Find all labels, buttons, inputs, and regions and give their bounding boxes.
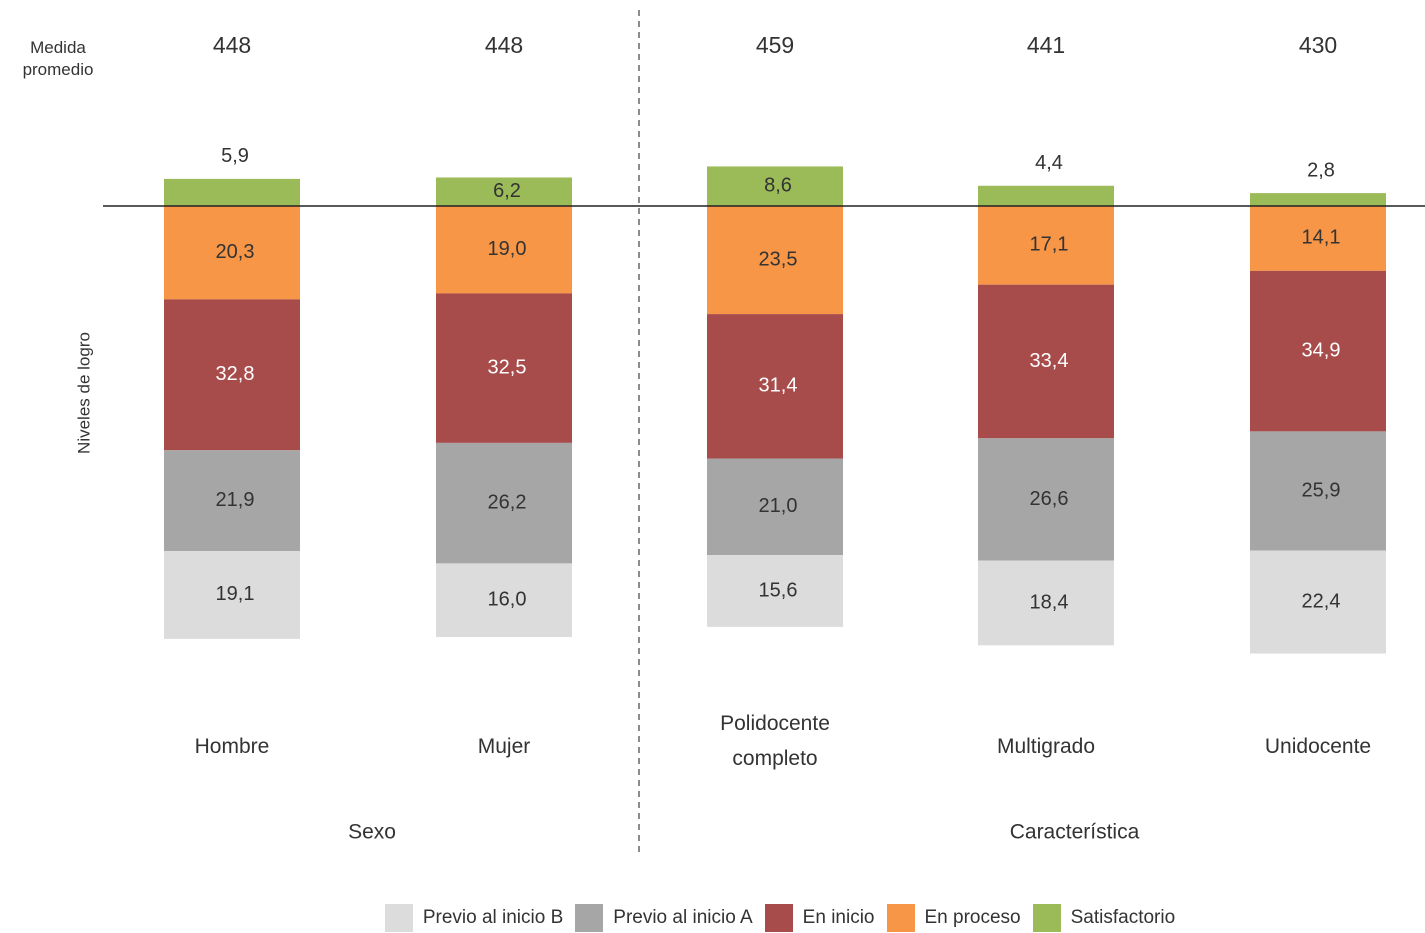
bar-segment bbox=[978, 185, 1114, 206]
value-label: 4,4 bbox=[1035, 152, 1063, 174]
bar-segment bbox=[1250, 206, 1386, 271]
legend-label: Previo al inicio B bbox=[422, 907, 564, 928]
value-label: 16,0 bbox=[488, 589, 527, 611]
mean-value: 430 bbox=[1299, 32, 1337, 58]
x-tick-label: Mujer bbox=[477, 735, 531, 758]
value-label: 14,1 bbox=[1302, 227, 1341, 249]
bar-segment bbox=[164, 178, 300, 206]
legend-item: En inicio bbox=[764, 904, 875, 932]
bar-segment bbox=[707, 314, 843, 459]
legend-label: En inicio bbox=[802, 907, 875, 928]
bar-segment bbox=[978, 438, 1114, 561]
x-tick-label: Unidocente bbox=[1264, 735, 1372, 758]
bar-segment bbox=[164, 551, 300, 639]
legend-item: Previo al inicio A bbox=[575, 904, 753, 932]
value-label: 34,9 bbox=[1302, 339, 1341, 361]
value-label: 21,0 bbox=[759, 495, 798, 517]
bar-segment bbox=[436, 293, 572, 443]
mean-value: 448 bbox=[213, 32, 251, 58]
legend-item: En proceso bbox=[886, 904, 1021, 932]
value-label: 23,5 bbox=[759, 248, 798, 270]
bar-segment bbox=[978, 206, 1114, 285]
bar-segment bbox=[436, 177, 572, 206]
value-label: 6,2 bbox=[493, 180, 521, 202]
legend-label: Satisfactorio bbox=[1070, 907, 1176, 928]
value-label: 20,3 bbox=[216, 241, 255, 263]
legend-swatch bbox=[384, 904, 413, 932]
value-label: 5,9 bbox=[221, 145, 249, 167]
bar-segment bbox=[436, 563, 572, 638]
mean-label: Medida promedio bbox=[22, 38, 94, 79]
value-label: 32,5 bbox=[488, 356, 527, 378]
value-label: 18,4 bbox=[1030, 591, 1069, 613]
legend: Previo al inicio B Previo al inicio A En i… bbox=[0, 904, 1425, 932]
bar-segment bbox=[978, 284, 1114, 439]
bar-segment bbox=[164, 206, 300, 300]
value-label: 19,0 bbox=[488, 238, 527, 260]
x-tick-label: Polidocente completo bbox=[720, 712, 830, 770]
bar-segment bbox=[436, 206, 572, 294]
x-tick-label: Multigrado bbox=[996, 735, 1096, 758]
bar-segment bbox=[707, 458, 843, 556]
legend-item: Satisfactorio bbox=[1032, 904, 1176, 932]
bar-segment bbox=[707, 166, 843, 206]
legend-swatch bbox=[886, 904, 915, 932]
legend-item: Previo al inicio B bbox=[384, 904, 564, 932]
value-label: 15,6 bbox=[759, 579, 798, 601]
bar-segment bbox=[436, 442, 572, 564]
value-label: 2,8 bbox=[1307, 159, 1335, 181]
value-label: 21,9 bbox=[216, 489, 255, 511]
bar-segment bbox=[164, 299, 300, 451]
y-axis-label: Niveles de logro bbox=[74, 332, 93, 454]
value-label: 8,6 bbox=[764, 175, 792, 197]
value-label: 31,4 bbox=[759, 375, 798, 397]
bar-segment bbox=[1250, 550, 1386, 654]
legend-swatch bbox=[764, 904, 793, 932]
mean-value: 459 bbox=[756, 32, 794, 58]
value-label: 19,1 bbox=[216, 583, 255, 605]
value-label: 26,2 bbox=[488, 491, 527, 513]
value-label: 25,9 bbox=[1302, 479, 1341, 501]
mean-value: 448 bbox=[485, 32, 523, 58]
mean-value: 441 bbox=[1027, 32, 1065, 58]
value-label: 32,8 bbox=[216, 363, 255, 385]
value-label: 22,4 bbox=[1302, 590, 1341, 612]
bar-segment bbox=[164, 450, 300, 551]
legend-swatch bbox=[575, 904, 604, 932]
bar-segment bbox=[1250, 431, 1386, 551]
legend-swatch bbox=[1032, 904, 1061, 932]
group-label: Característica bbox=[1010, 821, 1140, 844]
legend-label: Previo al inicio A bbox=[613, 907, 753, 928]
value-label: 26,6 bbox=[1030, 488, 1069, 510]
bar-segment bbox=[1250, 193, 1386, 206]
legend-label: En proceso bbox=[924, 907, 1021, 928]
value-label: 17,1 bbox=[1030, 234, 1069, 256]
x-tick-label: Hombre bbox=[194, 735, 270, 758]
bar-segment bbox=[707, 555, 843, 627]
bar-segment bbox=[1250, 270, 1386, 432]
group-label: Sexo bbox=[348, 821, 396, 844]
value-label: 33,4 bbox=[1030, 350, 1069, 372]
bar-segment bbox=[707, 206, 843, 315]
bar-segment bbox=[978, 560, 1114, 646]
